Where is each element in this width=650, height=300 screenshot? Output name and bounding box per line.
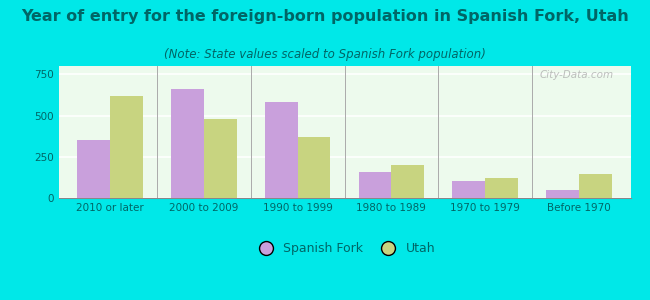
- Bar: [298, 137, 330, 198]
- Bar: [485, 178, 518, 198]
- Bar: [171, 89, 204, 198]
- Bar: [546, 190, 579, 198]
- Bar: [452, 181, 485, 198]
- Bar: [110, 96, 143, 198]
- Bar: [77, 140, 110, 198]
- Bar: [265, 102, 298, 198]
- Bar: [204, 119, 237, 198]
- Text: City-Data.com: City-Data.com: [540, 70, 614, 80]
- Bar: [391, 165, 424, 198]
- Bar: [359, 172, 391, 198]
- Text: (Note: State values scaled to Spanish Fork population): (Note: State values scaled to Spanish Fo…: [164, 48, 486, 61]
- Bar: [579, 174, 612, 198]
- Text: Year of entry for the foreign-born population in Spanish Fork, Utah: Year of entry for the foreign-born popul…: [21, 9, 629, 24]
- Legend: Spanish Fork, Utah: Spanish Fork, Utah: [248, 237, 441, 260]
